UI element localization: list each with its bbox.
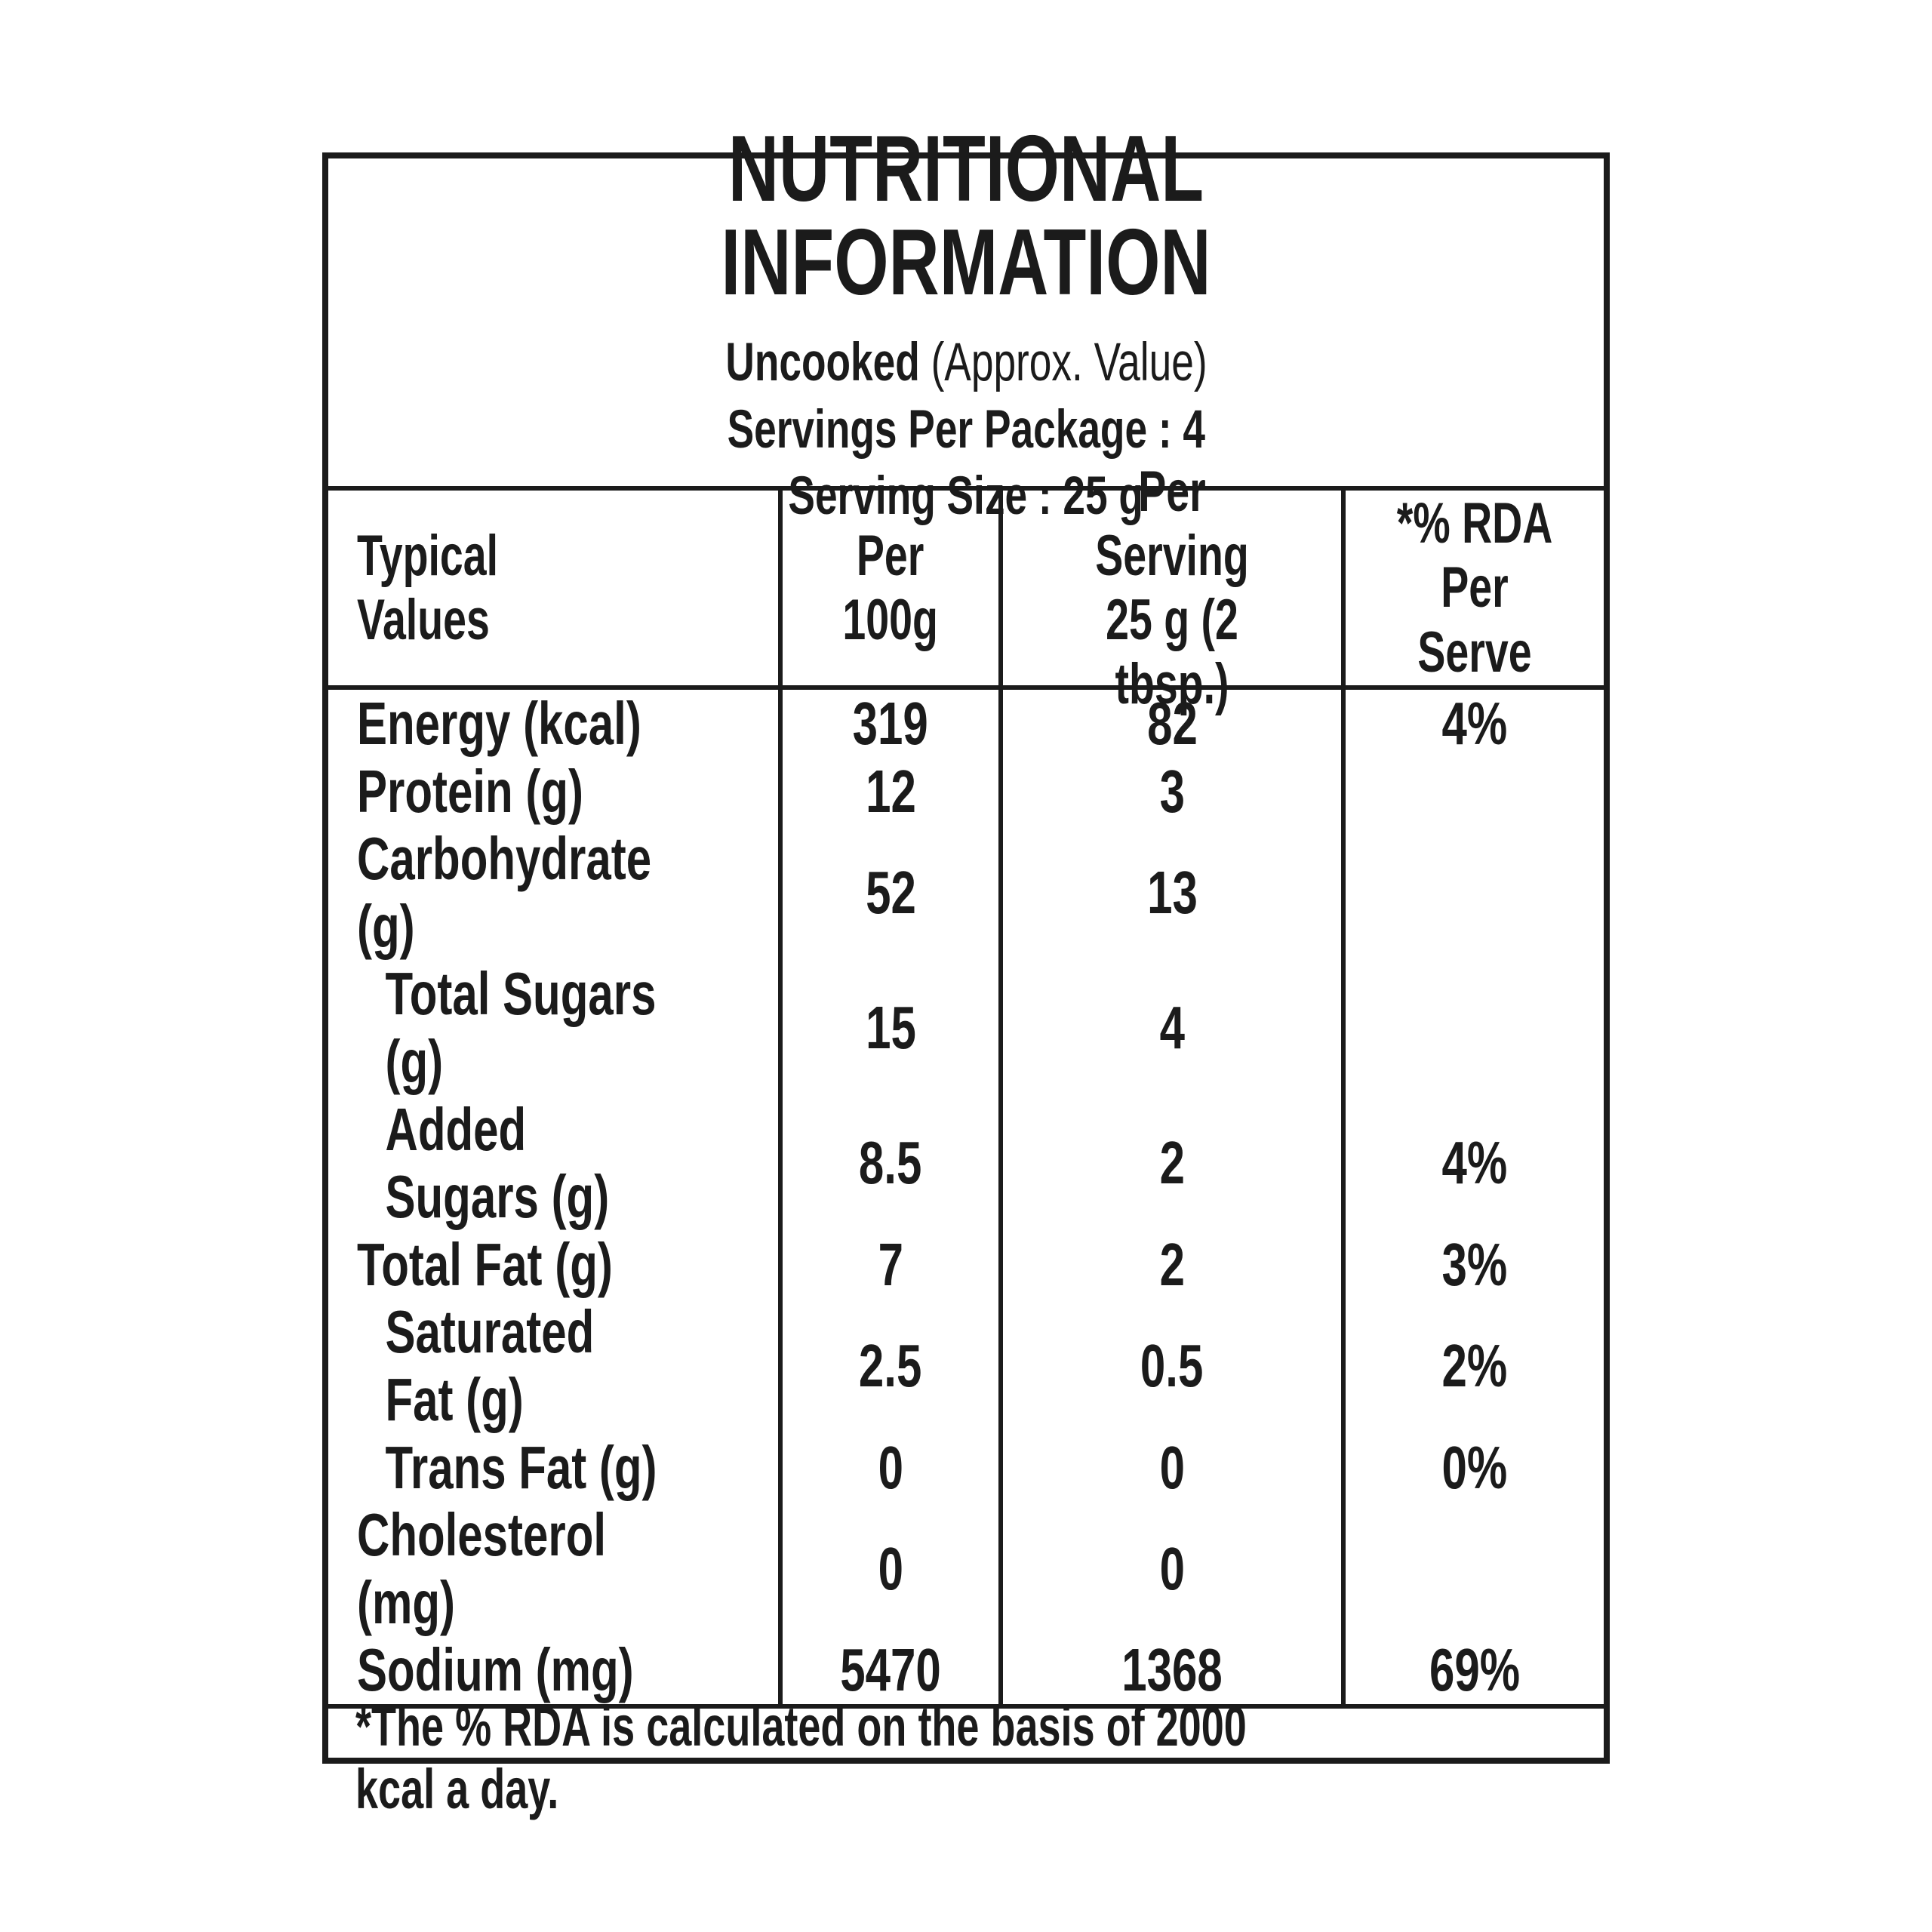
nutrient-label-cell: Total Fat (g) (328, 1230, 783, 1299)
nutrient-label-cell: Cholesterol (mg) (328, 1501, 783, 1637)
column-header-row: Typical Values Per 100g Per Serving 25 g… (328, 460, 1604, 716)
per-serving-value-cell: 4 (1003, 960, 1346, 1096)
rda-value-cell: 3% (1441, 1230, 1508, 1298)
serving-size-line: Serving Size : 25 g (788, 466, 1144, 527)
per-100g-value-cell: 12 (783, 757, 1003, 826)
page-title: NUTRITIONAL INFORMATION (328, 122, 1604, 326)
rda-value-cell: 4% (1441, 690, 1508, 757)
nutritional-information-table: NUTRITIONAL INFORMATION Uncooked (Approx… (322, 122, 1610, 1820)
per-serving-value-cell: 2 (1003, 1230, 1346, 1299)
per-serving-value-cell: 13 (1003, 825, 1346, 961)
rda-value-cell (1346, 758, 1604, 826)
state-bold-text: Uncooked (724, 333, 920, 393)
per-serving-value-cell: 2 (1003, 1095, 1346, 1231)
servings-per-package-line: Servings Per Package : 4 (727, 399, 1205, 460)
table-row: Total Fat (g) 7 2 3% (328, 1230, 1604, 1299)
title-block: NUTRITIONAL INFORMATION Uncooked (Approx… (328, 122, 1604, 526)
per-serving-value-cell: 0.5 (1003, 1298, 1346, 1434)
table-row: Added Sugars (g) 8.5 2 4% (328, 1095, 1604, 1231)
column-header-typical-values: Typical Values (328, 491, 783, 685)
table-row: Protein (g) 12 3 (328, 757, 1604, 826)
rda-value-cell: 0% (1441, 1433, 1508, 1501)
per-serving-value-cell: 1368 (1003, 1636, 1346, 1704)
per-100g-value-cell: 7 (783, 1230, 1003, 1299)
state-note-text: (Approx. Value) (919, 333, 1208, 393)
column-header-rda-per-serve: *% RDA Per Serve (1396, 491, 1553, 685)
nutrient-label-cell: Added Sugars (g) (328, 1095, 783, 1231)
table-row: Trans Fat (g) 0 0 0% (328, 1433, 1604, 1502)
table-row: Cholesterol (mg) 0 0 (328, 1501, 1604, 1637)
per-100g-value-cell: 52 (783, 825, 1003, 961)
nutrient-label-cell: Sodium (mg) (328, 1636, 783, 1704)
table-row: Carbohydrate (g) 52 13 (328, 825, 1604, 961)
nutrient-label-cell: Total Sugars (g) (328, 960, 783, 1096)
nutrient-label-cell: Trans Fat (g) (328, 1433, 783, 1502)
per-serving-value-cell: 0 (1003, 1501, 1346, 1637)
per-100g-value-cell: 319 (783, 690, 1003, 758)
per-100g-value-cell: 5470 (783, 1636, 1003, 1704)
table-row: Saturated Fat (g) 2.5 0.5 2% (328, 1298, 1604, 1434)
per-serving-value-cell: 82 (1003, 690, 1346, 758)
nutrient-label-cell: Protein (g) (328, 757, 783, 826)
rda-value-cell: 69% (1429, 1636, 1521, 1704)
rda-value-cell (1346, 960, 1604, 1095)
per-100g-value-cell: 2.5 (783, 1298, 1003, 1434)
rda-value-cell: 2% (1441, 1332, 1508, 1400)
rda-value-cell (1346, 825, 1604, 960)
per-100g-value-cell: 8.5 (783, 1095, 1003, 1231)
per-100g-value-cell: 15 (783, 960, 1003, 1096)
table-row: Total Sugars (g) 15 4 (328, 960, 1604, 1096)
column-header-per-serving: Per Serving 25 g (2 tbsp.) (1003, 460, 1346, 716)
per-serving-value-cell: 3 (1003, 757, 1346, 826)
nutrient-label-cell: Carbohydrate (g) (328, 825, 783, 961)
title-text: NUTRITIONAL INFORMATION (721, 117, 1211, 315)
preparation-state-line: Uncooked (Approx. Value) (645, 333, 1287, 393)
rda-footnote: *The % RDA is calculated on the basis of… (328, 1695, 1604, 1820)
per-serving-value-cell: 0 (1003, 1433, 1346, 1502)
per-100g-value-cell: 0 (783, 1501, 1003, 1637)
table-body: Energy (kcal) 319 82 4% Protein (g) 12 3… (328, 690, 1604, 1704)
nutrient-label-cell: Energy (kcal) (328, 690, 783, 758)
column-header-per-100g: Per 100g (783, 491, 1003, 685)
nutrient-label-cell: Saturated Fat (g) (328, 1298, 783, 1434)
table-row: Sodium (mg) 5470 1368 69% (328, 1636, 1604, 1704)
rda-value-cell (1346, 1501, 1604, 1636)
table-row: Energy (kcal) 319 82 4% (328, 690, 1604, 758)
per-100g-value-cell: 0 (783, 1433, 1003, 1502)
rda-value-cell: 4% (1441, 1129, 1508, 1197)
